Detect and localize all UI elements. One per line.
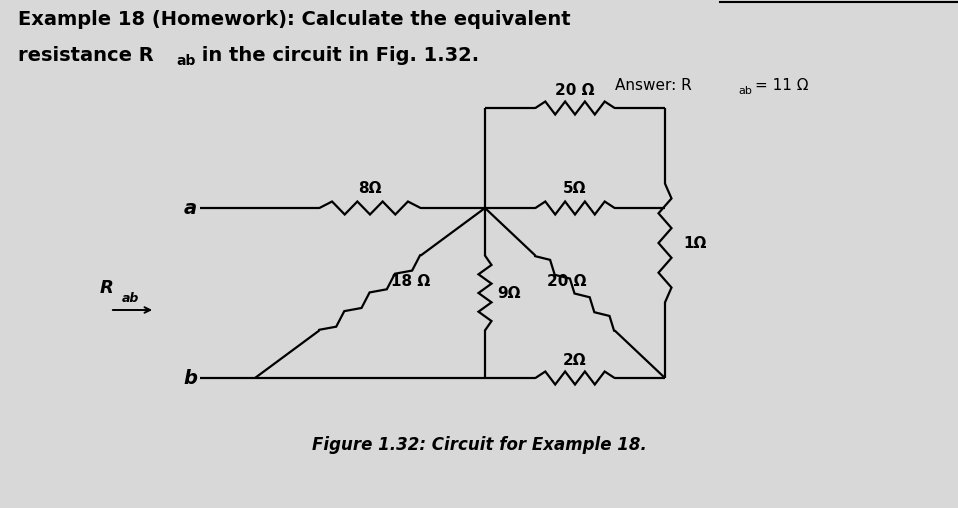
Text: R: R <box>100 279 114 297</box>
Text: Figure 1.32: Circuit for Example 18.: Figure 1.32: Circuit for Example 18. <box>311 436 647 454</box>
Text: Answer: R: Answer: R <box>615 78 692 93</box>
Text: 20 Ω: 20 Ω <box>556 83 595 98</box>
Text: 8Ω: 8Ω <box>358 181 381 196</box>
Text: 20 Ω: 20 Ω <box>547 273 586 289</box>
Text: 18 Ω: 18 Ω <box>391 273 430 289</box>
Text: = 11 Ω: = 11 Ω <box>755 78 809 93</box>
Text: Example 18 (Homework): Calculate the equivalent: Example 18 (Homework): Calculate the equ… <box>18 10 571 29</box>
Text: ab: ab <box>122 292 139 304</box>
Text: ab: ab <box>738 86 752 96</box>
Text: 1Ω: 1Ω <box>683 236 706 250</box>
Text: resistance R: resistance R <box>18 46 153 65</box>
Text: 9Ω: 9Ω <box>497 285 520 301</box>
Text: a: a <box>183 199 196 217</box>
Text: 5Ω: 5Ω <box>563 181 586 196</box>
Text: in the circuit in Fig. 1.32.: in the circuit in Fig. 1.32. <box>195 46 479 65</box>
Text: ab: ab <box>176 54 195 68</box>
Text: 2Ω: 2Ω <box>563 353 587 368</box>
Text: b: b <box>183 368 197 388</box>
